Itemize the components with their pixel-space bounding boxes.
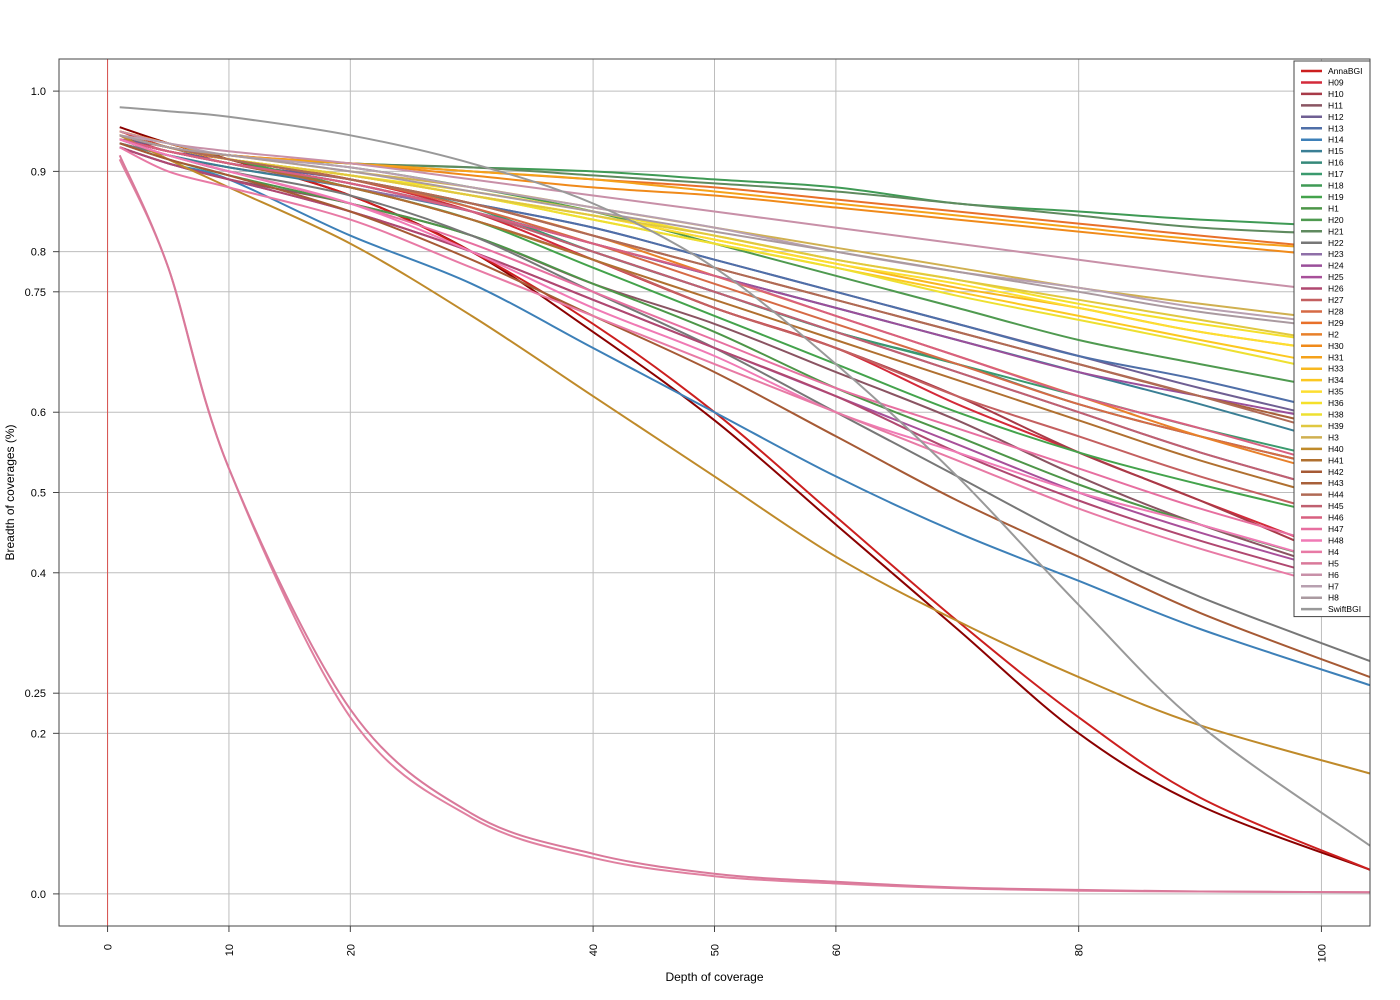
legend-label: H47	[1328, 524, 1344, 534]
legend-label: H09	[1328, 77, 1344, 87]
legend-label: H45	[1328, 501, 1344, 511]
legend-label: H29	[1328, 318, 1344, 328]
y-tick-label: 0.0	[31, 889, 46, 901]
legend-label: H16	[1328, 158, 1344, 168]
legend-label: H33	[1328, 364, 1344, 374]
x-tick-label: 40	[588, 944, 600, 956]
y-tick-label: 0.5	[31, 488, 46, 500]
legend-label: H38	[1328, 410, 1344, 420]
legend-label: H44	[1328, 490, 1344, 500]
series-line-h1	[119, 142, 1370, 574]
legend-label: H28	[1328, 306, 1344, 316]
legend-label: H27	[1328, 295, 1344, 305]
legend-label: H11	[1328, 100, 1343, 110]
legend-label: H5	[1328, 558, 1339, 568]
series-line-h48	[119, 138, 1370, 574]
legend-label: H18	[1328, 181, 1344, 191]
legend-label: H42	[1328, 467, 1344, 477]
y-tick-label: 0.25	[25, 688, 46, 700]
legend-label: H48	[1328, 535, 1344, 545]
series-line-h24	[119, 138, 1370, 430]
x-tick-label: 50	[710, 944, 722, 956]
y-tick-label: 1.0	[31, 86, 46, 98]
x-tick-label: 100	[1316, 944, 1328, 962]
y-axis-title: Breadth of coverages (%)	[3, 424, 17, 560]
legend-label: H1	[1328, 203, 1339, 213]
y-tick-label: 0.75	[25, 287, 46, 299]
legend-label: H25	[1328, 272, 1344, 282]
legend-label: H13	[1328, 123, 1344, 133]
y-tick-label: 0.8	[31, 247, 46, 259]
series-line-h7	[119, 134, 1370, 329]
legend-label: H43	[1328, 478, 1344, 488]
series-line-h19	[119, 134, 1370, 526]
legend-label: H4	[1328, 547, 1339, 557]
legend-label: H7	[1328, 581, 1339, 591]
legend-label: H19	[1328, 192, 1344, 202]
y-tick-label: 0.6	[31, 407, 46, 419]
series-lines	[118, 106, 1370, 894]
legend-label: H8	[1328, 593, 1339, 603]
x-tick-label: 60	[831, 944, 843, 956]
legend-label: H24	[1328, 261, 1344, 271]
legend-label: H36	[1328, 398, 1344, 408]
legend-label: H22	[1328, 238, 1344, 248]
y-tick-label: 0.4	[31, 568, 46, 580]
legend-label: H30	[1328, 341, 1344, 351]
legend-label: H23	[1328, 249, 1344, 259]
series-line-h5	[118, 154, 1370, 894]
legend-label: AnnaBGI	[1328, 66, 1363, 76]
x-tick-label: 10	[224, 944, 236, 956]
legend-label: H17	[1328, 169, 1344, 179]
series-line-h26	[119, 146, 1370, 590]
series-line-h11	[119, 146, 1370, 582]
series-line-swiftbgi	[119, 106, 1370, 847]
legend-label: H20	[1328, 215, 1344, 225]
series-line-extra-2	[118, 158, 1370, 894]
series-line-h42	[119, 142, 1370, 679]
legend-label: H35	[1328, 387, 1344, 397]
legend-label: H15	[1328, 146, 1344, 156]
series-line-h35	[119, 134, 1370, 357]
x-tick-label: 80	[1074, 944, 1086, 956]
legend-label: H31	[1328, 352, 1344, 362]
y-tick-label: 0.9	[31, 166, 46, 178]
series-line-h14	[119, 146, 1370, 687]
legend-label: H39	[1328, 421, 1344, 431]
legend-label: H26	[1328, 284, 1344, 294]
series-line-h22	[119, 142, 1370, 663]
y-tick-label: 0.2	[31, 728, 46, 740]
legend-label: H40	[1328, 444, 1344, 454]
grid-lines	[59, 59, 1370, 926]
legend-label: H2	[1328, 329, 1339, 339]
legend-box	[1293, 60, 1371, 618]
legend-label: H3	[1328, 432, 1339, 442]
series-line-h40	[119, 134, 1370, 775]
legend-label: SwiftBGI	[1328, 604, 1361, 614]
x-axis-ticks: 0 10 20 40 50 60 80 100	[103, 926, 1328, 962]
series-line-h10	[119, 138, 1370, 574]
legend-label: H46	[1328, 513, 1344, 523]
series-line-h8	[119, 134, 1370, 333]
x-tick-label: 20	[345, 944, 357, 956]
legend-label: H41	[1328, 455, 1344, 465]
legend-label: H34	[1328, 375, 1344, 385]
legend-label: H14	[1328, 135, 1344, 145]
series-line-h44	[119, 134, 1370, 446]
legend-label: H12	[1328, 112, 1344, 122]
legend-label: H21	[1328, 226, 1344, 236]
y-axis-ticks: 0.0 0.2 0.25 0.4 0.5 0.6 0.75 0.8 0.9 1.0	[25, 86, 59, 901]
legend-label: H6	[1328, 570, 1339, 580]
legend-label: H10	[1328, 89, 1344, 99]
series-line-h46	[119, 138, 1370, 478]
series-line-h4	[119, 146, 1370, 598]
series-line-h6	[119, 130, 1370, 297]
x-axis-title: Depth of coverage	[665, 970, 763, 984]
x-tick-label: 0	[103, 944, 115, 950]
